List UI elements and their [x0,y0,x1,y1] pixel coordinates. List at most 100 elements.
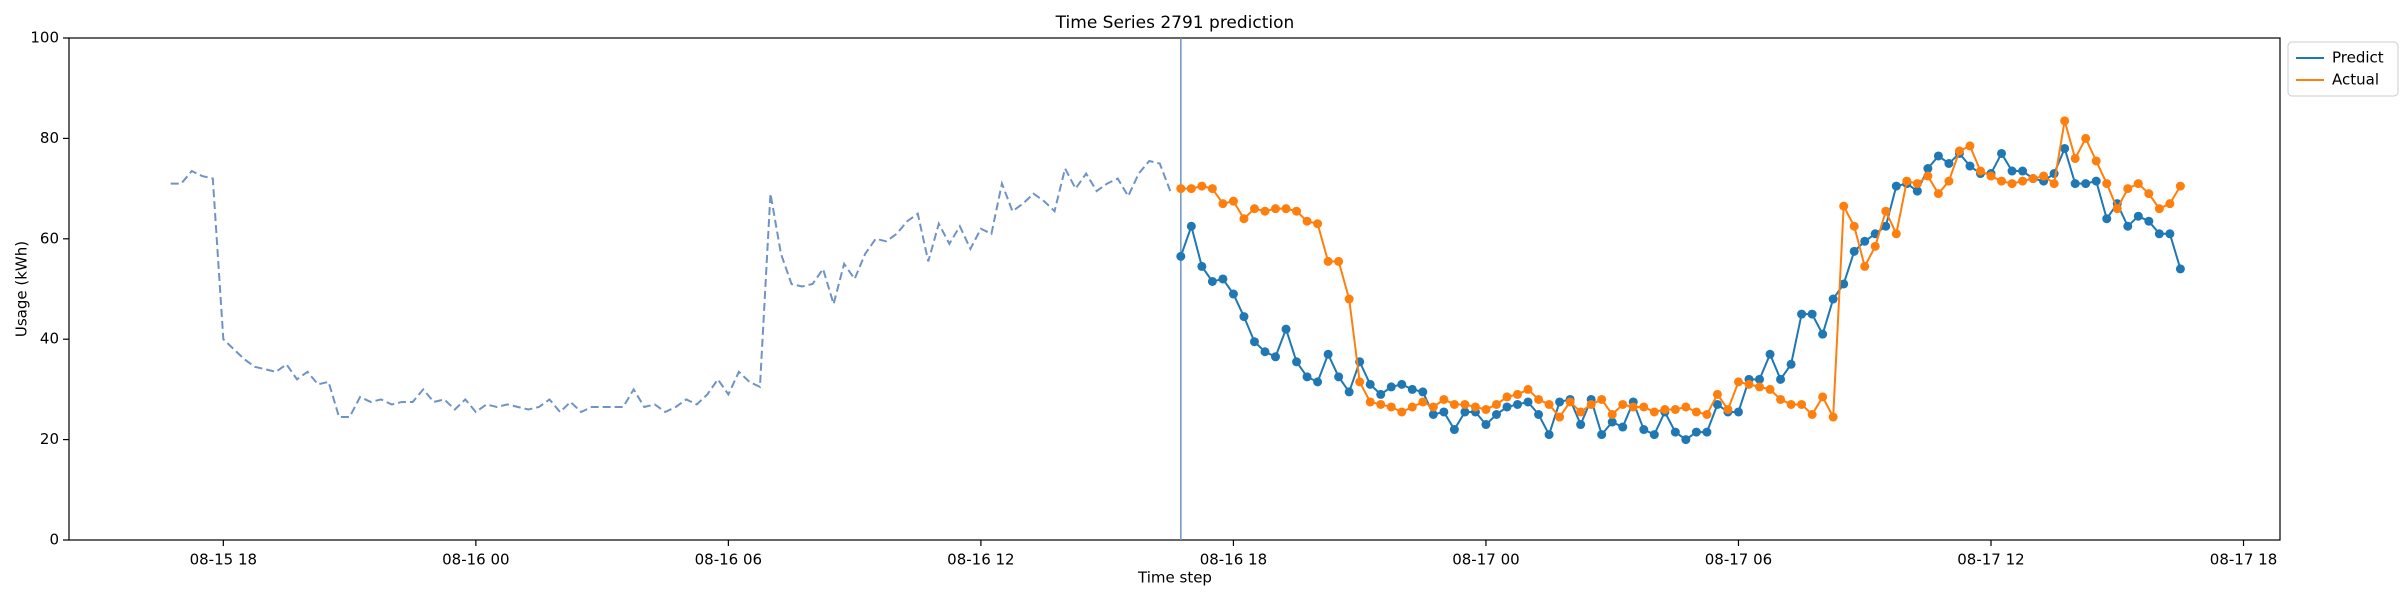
data-point [1912,179,1922,189]
data-point [1428,410,1438,419]
data-point [2049,179,2059,189]
data-point [2039,171,2049,181]
data-point [1239,214,1249,224]
data-point [1376,389,1386,399]
data-point [2070,179,2080,189]
data-point [1702,427,1712,437]
data-point [1639,402,1649,412]
data-point [1576,420,1586,430]
data-point [1944,159,1954,168]
data-point [1965,161,1975,171]
data-point [1786,359,1796,369]
data-point [1502,402,1512,412]
data-point [1523,384,1533,394]
data-point [1733,377,1743,387]
data-point [1618,399,1628,409]
y-tick-label: 40 [40,330,59,348]
data-point [1365,397,1375,407]
data-point [1428,402,1438,412]
data-point [1386,382,1396,392]
x-tick-label: 08-16 06 [695,551,762,569]
data-point [1302,216,1312,226]
data-point [1228,289,1238,299]
data-point [1649,430,1659,440]
data-point [1491,410,1501,419]
data-point [1691,407,1701,417]
x-tick-label: 08-17 12 [1957,551,2024,569]
data-point [1997,176,2007,186]
data-point [1302,372,1312,382]
data-point [1313,377,1323,387]
data-point [1649,407,1659,417]
data-point [1828,412,1838,422]
data-point [1618,422,1628,432]
data-point [1639,425,1649,435]
data-point [1807,309,1817,319]
data-point [1681,435,1691,445]
data-point [1712,399,1722,409]
data-point [1271,352,1281,362]
data-point [1281,204,1291,214]
data-point [1344,294,1354,304]
x-axis-label: Time step [1137,569,1212,587]
data-point [1260,206,1270,216]
data-point [2007,166,2017,176]
data-point [2144,216,2154,226]
data-point [1197,261,1207,271]
data-point [1502,392,1512,402]
data-point [2018,166,2028,176]
data-point [2060,143,2070,153]
data-point [1439,394,1449,404]
data-point [1491,399,1501,409]
data-point [2102,214,2112,224]
x-tick-label: 08-17 18 [2210,551,2277,569]
data-point [2081,179,2091,189]
data-point [2165,199,2175,209]
data-point [1397,379,1407,389]
x-tick-label: 08-16 12 [947,551,1014,569]
data-point [2028,174,2038,184]
data-point [1776,394,1786,404]
data-point [1344,387,1354,397]
data-point [1818,329,1828,339]
data-point [1944,176,1954,186]
data-point [1860,261,1870,271]
data-point [1828,294,1838,304]
data-point [2175,264,2185,274]
data-point [2081,133,2091,143]
data-point [1681,402,1691,412]
data-point [1186,221,1196,231]
data-point [1323,256,1333,266]
data-point [1334,256,1344,266]
y-tick-label: 100 [30,29,59,47]
data-point [2123,221,2133,231]
data-point [1513,389,1523,399]
data-point [1597,394,1607,404]
data-point [1818,392,1828,402]
data-point [2007,179,2017,189]
data-point [1849,246,1859,256]
data-point [2091,176,2101,186]
data-point [1765,349,1775,359]
data-point [1334,372,1344,382]
data-point [1186,184,1196,194]
data-point [1839,201,1849,211]
data-point [1797,309,1807,319]
data-point [1323,349,1333,359]
data-point [1555,412,1565,422]
data-point [1365,379,1375,389]
data-point [1997,148,2007,158]
history-line [170,159,1172,419]
data-point [1923,164,1933,174]
data-point [1776,374,1786,384]
data-point [1628,402,1638,412]
data-point [1418,387,1428,397]
data-point [2060,116,2070,126]
data-point [1449,425,1459,435]
data-point [1271,204,1281,214]
data-point [1755,374,1765,384]
data-point [1228,196,1238,206]
data-point [2175,181,2185,191]
data-point [1176,251,1186,261]
data-point [1407,384,1417,394]
